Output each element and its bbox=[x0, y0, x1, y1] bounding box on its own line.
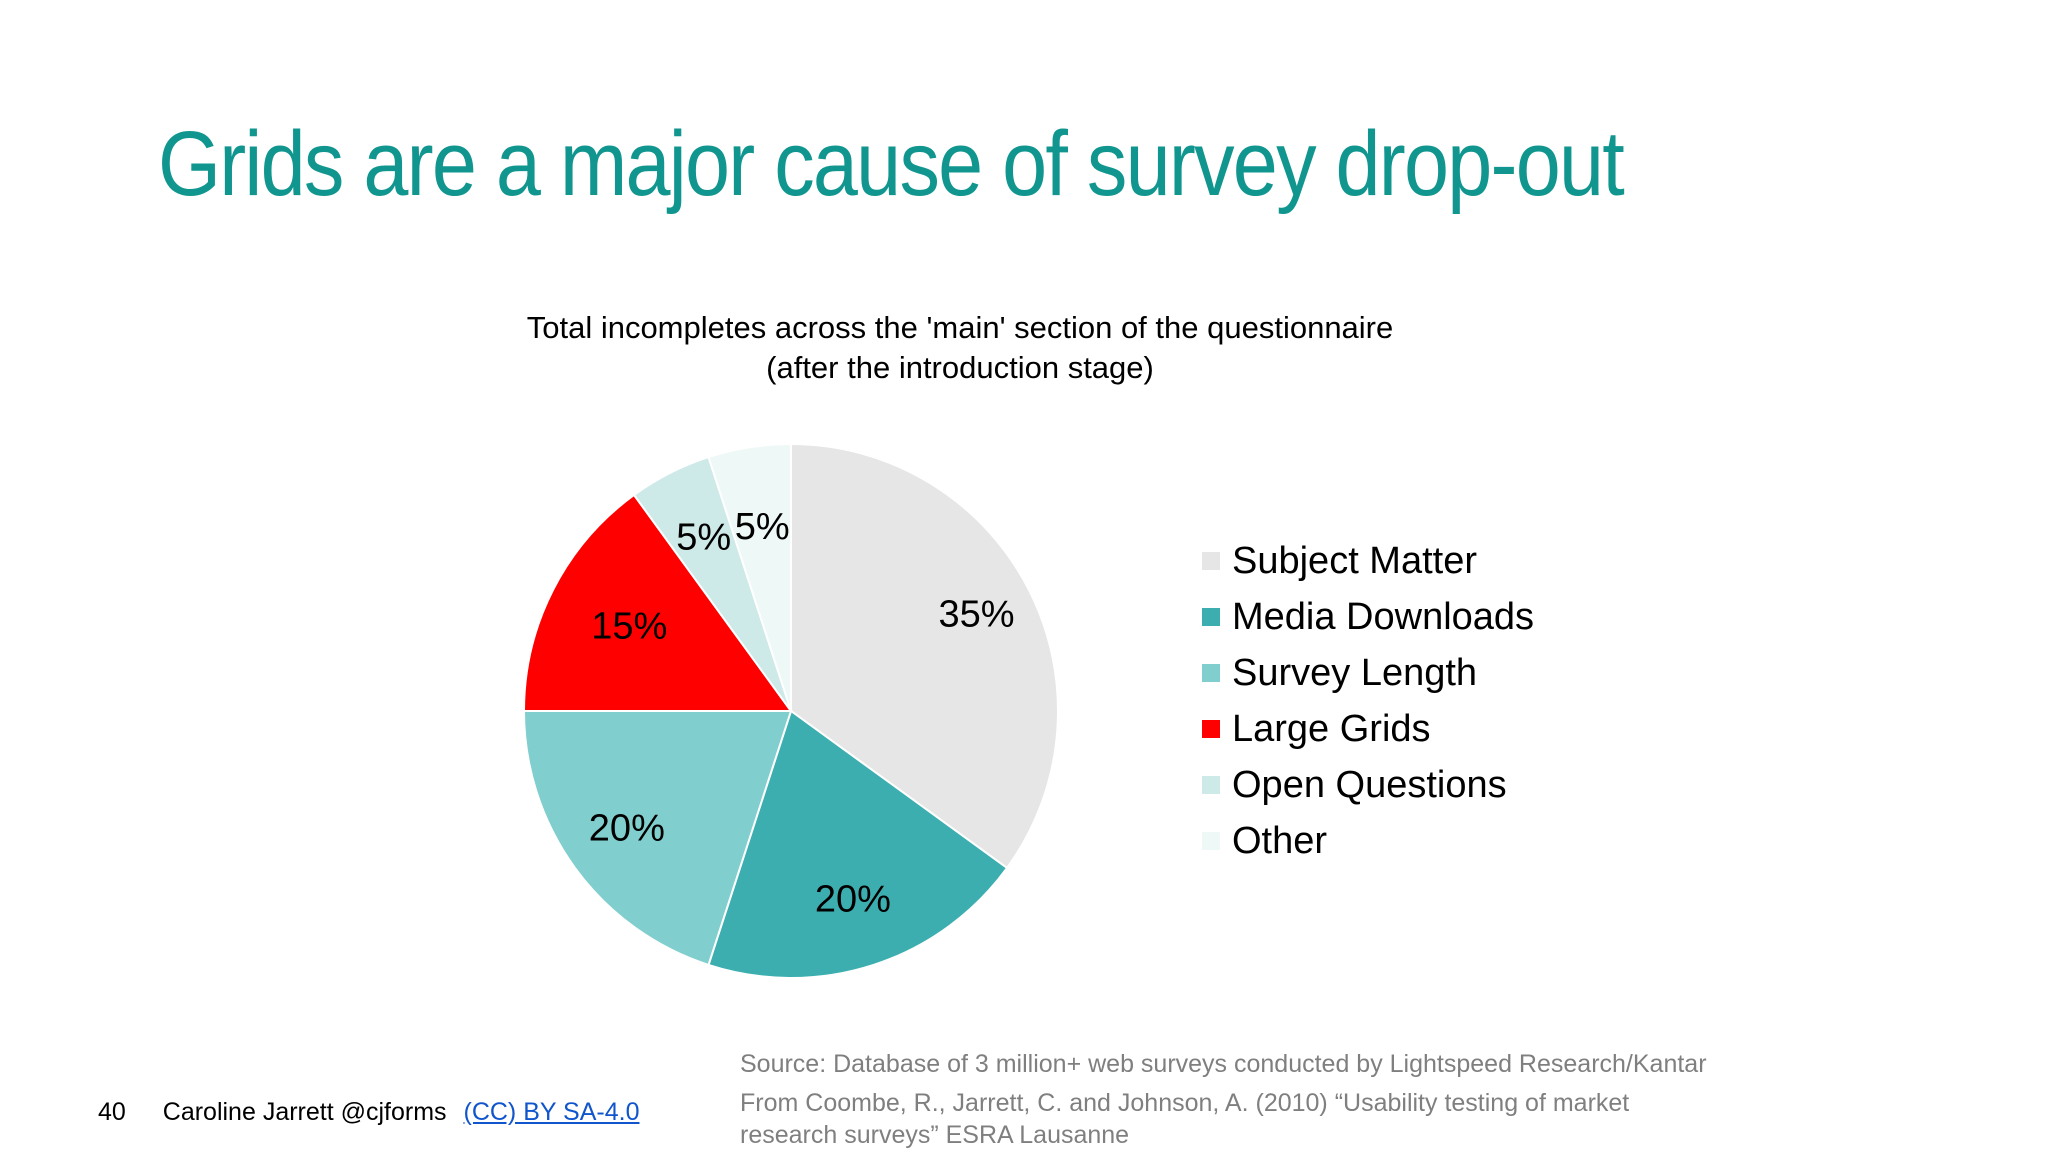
page-number: 40 bbox=[98, 1098, 126, 1126]
source-citation: Source: Database of 3 million+ web surve… bbox=[740, 1048, 1707, 1151]
slice-data-label: 20% bbox=[815, 878, 891, 920]
legend-item: Survey Length bbox=[1202, 645, 1534, 701]
slide-footer: 40 Caroline Jarrett @cjforms (CC) BY SA-… bbox=[98, 1096, 639, 1128]
chart-title-line-2: (after the introduction stage) bbox=[766, 350, 1154, 385]
chart-title: Total incompletes across the 'main' sect… bbox=[360, 308, 1560, 388]
legend-label: Other bbox=[1232, 819, 1328, 862]
legend-swatch bbox=[1202, 552, 1220, 570]
legend-item: Open Questions bbox=[1202, 757, 1534, 813]
source-line-2: From Coombe, R., Jarrett, C. and Johnson… bbox=[740, 1089, 1630, 1117]
legend-swatch bbox=[1202, 720, 1220, 738]
legend-item: Large Grids bbox=[1202, 701, 1534, 757]
legend-label: Survey Length bbox=[1232, 651, 1478, 694]
legend-swatch bbox=[1202, 832, 1220, 850]
legend-swatch bbox=[1202, 776, 1220, 794]
legend-label: Open Questions bbox=[1232, 763, 1507, 806]
legend-item: Other bbox=[1202, 813, 1534, 869]
slice-data-label: 35% bbox=[939, 593, 1015, 635]
pie-slice bbox=[707, 709, 1009, 979]
pie-slice bbox=[522, 493, 793, 712]
slide-title: Grids are a major cause of survey drop-o… bbox=[158, 113, 1625, 215]
legend-label: Large Grids bbox=[1232, 707, 1431, 750]
author-credit: Caroline Jarrett @cjforms bbox=[162, 1098, 447, 1126]
legend-label: Media Downloads bbox=[1232, 595, 1535, 638]
legend-label: Subject Matter bbox=[1232, 539, 1477, 582]
pie-slice bbox=[790, 442, 1059, 870]
pie-slice bbox=[707, 442, 792, 712]
license-link[interactable]: (CC) BY SA-4.0 bbox=[463, 1098, 640, 1126]
slice-data-label: 5% bbox=[735, 506, 790, 548]
legend-item: Subject Matter bbox=[1202, 533, 1534, 589]
pie-slice bbox=[522, 710, 793, 967]
chart-title-line-1: Total incompletes across the 'main' sect… bbox=[526, 310, 1394, 345]
legend-swatch bbox=[1202, 664, 1220, 682]
legend-item: Media Downloads bbox=[1202, 589, 1534, 645]
source-line-1: Source: Database of 3 million+ web surve… bbox=[740, 1050, 1707, 1078]
source-line-3: research surveys” ESRA Lausanne bbox=[740, 1121, 1130, 1149]
slice-data-label: 20% bbox=[589, 807, 665, 849]
chart-legend: Subject Matter Media Downloads Survey Le… bbox=[1202, 533, 1534, 869]
slice-data-label: 15% bbox=[591, 606, 667, 648]
slice-data-label: 5% bbox=[676, 517, 731, 559]
legend-swatch bbox=[1202, 608, 1220, 626]
